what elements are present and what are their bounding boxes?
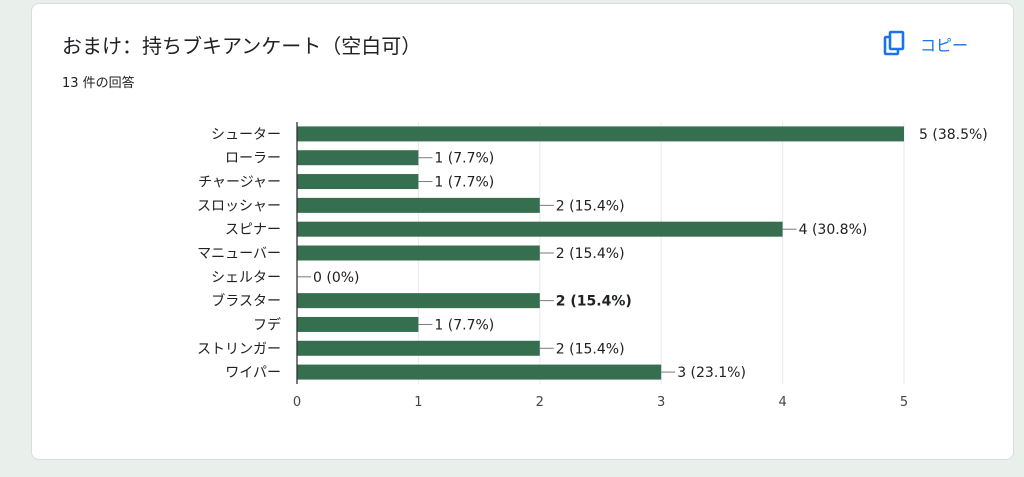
bar [297,150,419,166]
bar [297,340,540,356]
category-label: チャージャー [198,175,281,191]
bar [297,245,540,261]
category-label: シューター [211,127,281,143]
data-label: 1 (7.7%) [434,317,494,333]
copy-label: コピー [920,36,969,55]
bar [297,293,540,309]
category-label: シェルター [211,270,281,286]
bar [297,316,419,332]
category-label: ブラスター [211,293,281,310]
bar [297,174,419,190]
x-tick-label: 1 [414,395,422,410]
question-title: おまけ：持ちブキアンケート（空白可） [62,34,422,58]
x-tick-label: 0 [293,395,301,410]
data-label: 0 (0%) [313,270,360,286]
data-label: 2 (15.4%) [556,198,625,214]
category-label: ワイパー [225,365,281,381]
category-label: マニューバー [197,246,281,262]
data-label: 1 (7.7%) [434,175,494,191]
category-label: スピナー [225,222,281,238]
bar [297,364,662,380]
data-label: 2 (15.4%) [556,341,625,357]
category-label: スロッシャー [197,198,281,214]
response-count: 13 件の回答 [62,76,135,91]
category-label: ローラー [225,151,281,167]
x-tick-label: 4 [778,395,786,410]
x-tick-label: 3 [657,395,665,410]
data-label: 1 (7.7%) [434,151,494,167]
x-tick-label: 2 [536,395,544,410]
copy-icon [882,30,908,58]
data-label: 5 (38.5%) [919,127,988,143]
bar [297,126,904,142]
data-label: 4 (30.8%) [799,222,868,238]
copy-button[interactable]: コピー [882,28,968,60]
category-label: ストリンガー [197,341,281,357]
bar [297,221,783,237]
bar [297,197,540,213]
x-tick-label: 5 [900,395,908,410]
category-label: フデ [253,316,281,333]
data-label: 2 (15.4%) [556,246,625,262]
data-label: 2 (15.4%) [556,294,632,310]
data-label: 3 (23.1%) [677,365,746,381]
